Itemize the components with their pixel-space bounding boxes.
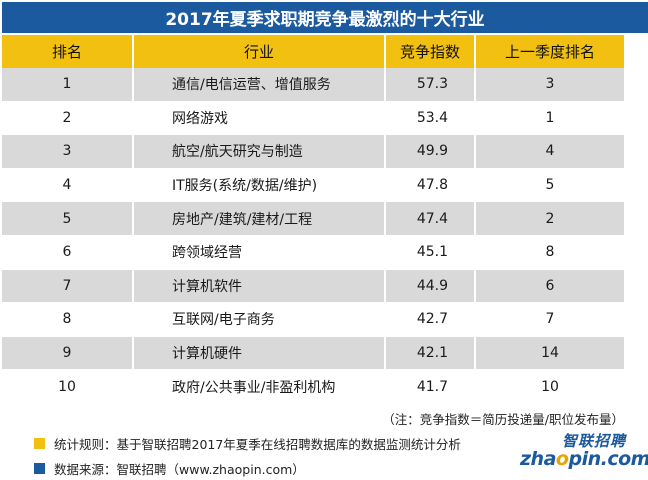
industry-cell: 通信/电信运营、增值服务 bbox=[134, 68, 386, 102]
prev-rank-cell: 7 bbox=[476, 303, 624, 337]
rank-cell: 8 bbox=[2, 303, 134, 337]
prev-rank-cell: 14 bbox=[476, 336, 624, 371]
index-cell: 42.7 bbox=[386, 303, 476, 337]
prev-rank-cell: 5 bbox=[476, 168, 624, 203]
rank-cell: 7 bbox=[2, 269, 134, 304]
header-competition-index: 竞争指数 bbox=[386, 35, 476, 68]
header-previous-rank: 上一季度排名 bbox=[476, 35, 624, 68]
legend-statistics-rule: 统计规则：基于智联招聘2017年夏季在线招聘数据库的数据监测统计分析 bbox=[34, 434, 461, 453]
table-row: 6 跨领域经营 45.1 8 bbox=[2, 235, 624, 270]
prev-rank-cell: 10 bbox=[476, 370, 624, 404]
page-title: 2017年夏季求职期竞争最激烈的十大行业 bbox=[2, 2, 648, 33]
rank-cell: 4 bbox=[2, 168, 134, 203]
logo-domain-text: zhaopin.com bbox=[520, 448, 648, 470]
rank-cell: 6 bbox=[2, 235, 134, 270]
blue-square-icon bbox=[34, 463, 45, 474]
header-rank: 排名 bbox=[2, 35, 134, 68]
legend-text: 数据来源：智联招聘（www.zhaopin.com） bbox=[54, 462, 305, 477]
index-cell: 42.1 bbox=[386, 336, 476, 371]
table-row: 5 房地产/建筑/建材/工程 47.4 2 bbox=[2, 202, 624, 236]
table-row: 7 计算机软件 44.9 6 bbox=[2, 269, 624, 304]
industry-cell: 房地产/建筑/建材/工程 bbox=[134, 202, 386, 236]
header-industry: 行业 bbox=[134, 35, 386, 68]
industry-ranking-table: 排名 行业 竞争指数 上一季度排名 1 通信/电信运营、增值服务 57.3 3 … bbox=[2, 35, 624, 404]
rank-cell: 3 bbox=[2, 135, 134, 169]
prev-rank-cell: 2 bbox=[476, 202, 624, 236]
index-cell: 47.4 bbox=[386, 202, 476, 236]
industry-cell: 跨领域经营 bbox=[134, 235, 386, 270]
prev-rank-cell: 3 bbox=[476, 68, 624, 102]
index-cell: 47.8 bbox=[386, 168, 476, 203]
table-header-row: 排名 行业 竞争指数 上一季度排名 bbox=[2, 35, 624, 68]
rank-cell: 5 bbox=[2, 202, 134, 236]
yellow-square-icon bbox=[34, 438, 45, 449]
index-cell: 53.4 bbox=[386, 101, 476, 136]
industry-cell: 计算机硬件 bbox=[134, 336, 386, 371]
table-row: 9 计算机硬件 42.1 14 bbox=[2, 336, 624, 371]
zhaopin-logo: 智联招聘 zhaopin.com bbox=[520, 430, 648, 474]
legend-data-source: 数据来源：智联招聘（www.zhaopin.com） bbox=[34, 459, 305, 478]
prev-rank-cell: 6 bbox=[476, 269, 624, 304]
index-cell: 44.9 bbox=[386, 269, 476, 304]
rank-cell: 10 bbox=[2, 370, 134, 404]
table-row: 3 航空/航天研究与制造 49.9 4 bbox=[2, 135, 624, 169]
index-cell: 49.9 bbox=[386, 135, 476, 169]
prev-rank-cell: 1 bbox=[476, 101, 624, 136]
index-cell: 41.7 bbox=[386, 370, 476, 404]
table-row: 2 网络游戏 53.4 1 bbox=[2, 101, 624, 136]
prev-rank-cell: 8 bbox=[476, 235, 624, 270]
index-footnote: （注：竞争指数＝简历投递量/职位发布量） bbox=[382, 412, 624, 427]
table-row: 8 互联网/电子商务 42.7 7 bbox=[2, 303, 624, 337]
rank-cell: 1 bbox=[2, 68, 134, 102]
industry-cell: 网络游戏 bbox=[134, 101, 386, 136]
rank-cell: 9 bbox=[2, 336, 134, 371]
table-row: 10 政府/公共事业/非盈利机构 41.7 10 bbox=[2, 370, 624, 404]
index-cell: 57.3 bbox=[386, 68, 476, 102]
table-row: 1 通信/电信运营、增值服务 57.3 3 bbox=[2, 68, 624, 102]
index-cell: 45.1 bbox=[386, 235, 476, 270]
logo-chinese-text: 智联招聘 bbox=[562, 432, 627, 450]
industry-cell: IT服务(系统/数据/维护) bbox=[134, 168, 386, 203]
industry-cell: 航空/航天研究与制造 bbox=[134, 135, 386, 169]
prev-rank-cell: 4 bbox=[476, 135, 624, 169]
rank-cell: 2 bbox=[2, 101, 134, 136]
industry-cell: 计算机软件 bbox=[134, 269, 386, 304]
industry-cell: 政府/公共事业/非盈利机构 bbox=[134, 370, 386, 404]
legend-text: 统计规则：基于智联招聘2017年夏季在线招聘数据库的数据监测统计分析 bbox=[54, 437, 461, 452]
industry-cell: 互联网/电子商务 bbox=[134, 303, 386, 337]
table-row: 4 IT服务(系统/数据/维护) 47.8 5 bbox=[2, 168, 624, 203]
